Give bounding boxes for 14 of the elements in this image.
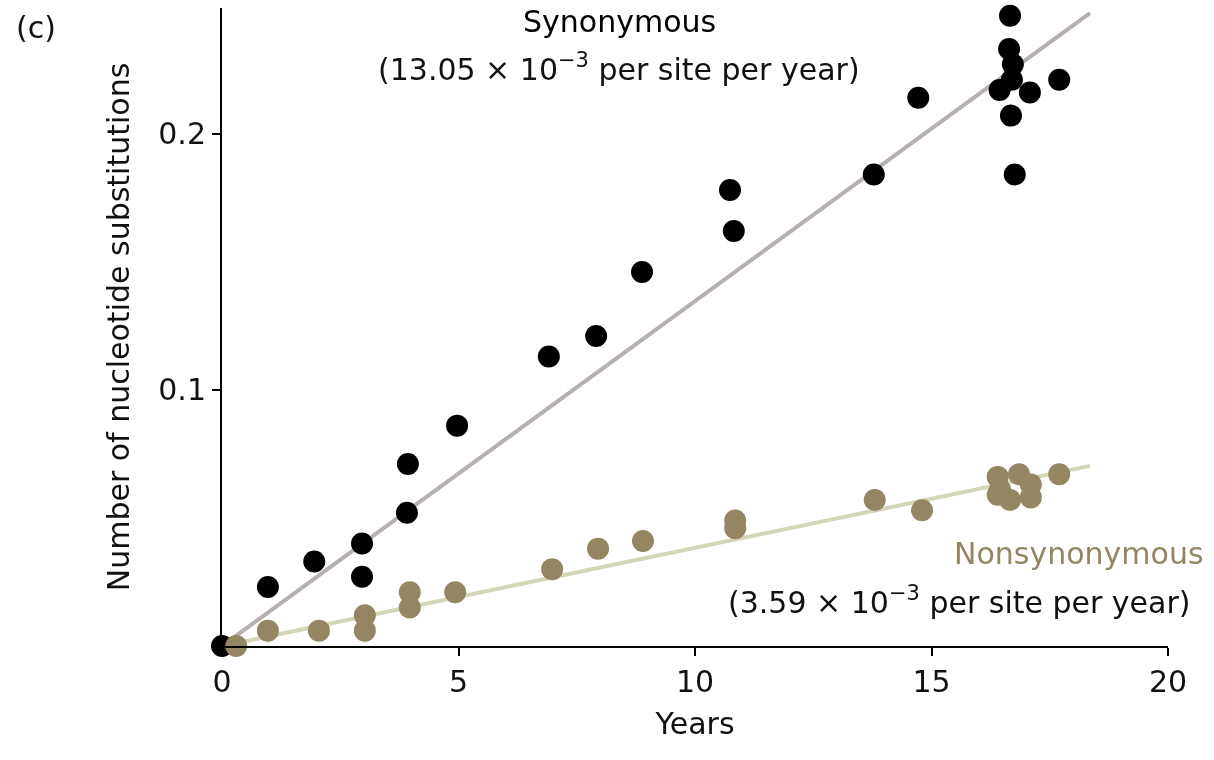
y-axis-title: Number of nucleotide substitutions (100, 62, 136, 592)
annotation: (3.59 × 10$^{−3}$ per site per year) (728, 581, 1191, 620)
x-tick-label: 5 (448, 664, 469, 699)
text: (c) (16, 10, 56, 45)
x-tick-label: 15 (912, 664, 951, 699)
x-tick-label: 20 (1148, 664, 1188, 699)
x-tick-label: 10 (675, 664, 715, 699)
annotation: (13.05 × 10$^{−3}$ per site per year) (378, 48, 860, 87)
series-label: Nonsynonymous (954, 536, 1204, 571)
text: Synonymous (523, 4, 717, 39)
x-tick-label: 0 (212, 664, 232, 699)
x-axis-title: Years (654, 706, 735, 741)
y-tick-label: 0.2 (158, 116, 206, 152)
y-tick-label: 0.1 (158, 372, 206, 408)
